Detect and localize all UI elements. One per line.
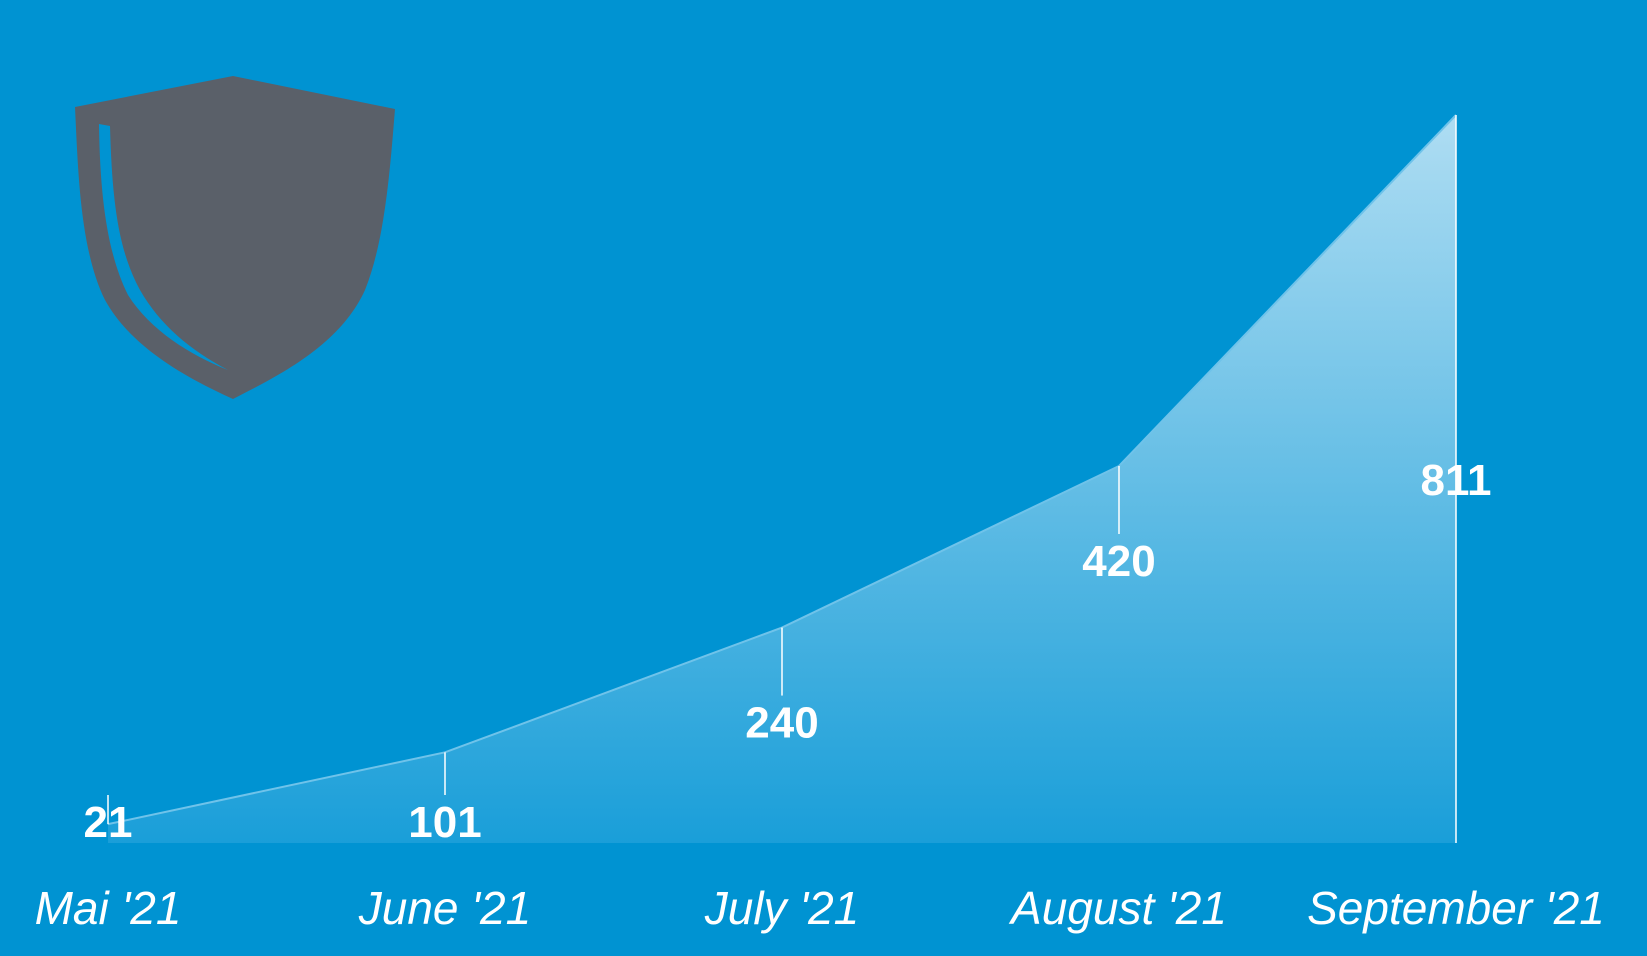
data-label: 240 <box>745 699 818 748</box>
data-label: 21 <box>84 798 133 847</box>
x-axis-labels: Mai '21 June '21 July '21 August '21 Septemb… <box>35 882 1605 934</box>
data-label: 420 <box>1082 537 1155 586</box>
shield-icon <box>75 76 395 399</box>
data-label: 811 <box>1421 456 1492 505</box>
data-label: 101 <box>408 798 481 847</box>
x-tick-label: September '21 <box>1307 882 1605 934</box>
x-tick-label: Mai '21 <box>35 882 182 934</box>
area-fill <box>108 115 1456 843</box>
x-tick-label: June '21 <box>358 882 531 934</box>
area-series <box>107 114 1457 843</box>
x-tick-label: August '21 <box>1008 882 1227 934</box>
x-tick-label: July '21 <box>704 882 860 934</box>
series-line <box>107 114 1457 826</box>
drop-lines <box>107 115 1457 843</box>
data-labels: 21 101 240 420 811 <box>84 456 1492 847</box>
